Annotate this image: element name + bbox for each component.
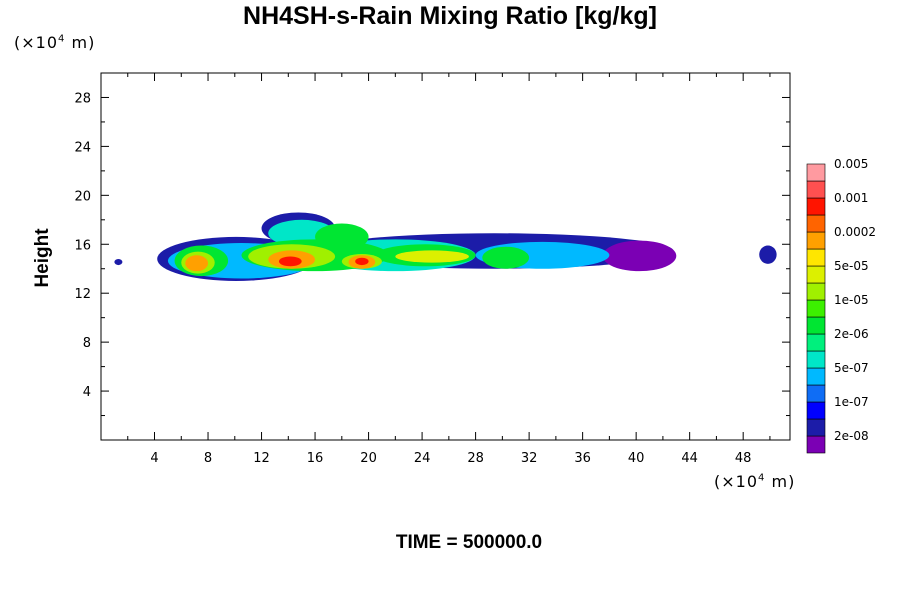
colorbar-label: 1e-07 <box>834 395 869 409</box>
colorbar-label: 2e-08 <box>834 429 869 443</box>
field-blob-0 <box>114 258 123 266</box>
x-tick-label: 16 <box>307 451 324 466</box>
colorbar-swatch <box>806 265 826 284</box>
colorbar-swatch <box>806 333 826 352</box>
y-tick-label: 24 <box>74 140 91 155</box>
colorbar-swatch <box>806 435 826 454</box>
x-unit-exponent: 4 <box>758 472 766 484</box>
y-tick-label: 8 <box>83 336 91 351</box>
colorbar-swatch <box>806 367 826 386</box>
field-blob-23 <box>355 257 369 266</box>
colorbar-swatch <box>806 163 826 182</box>
x-tick-label: 28 <box>467 451 484 466</box>
y-unit-prefix: ×10 <box>21 33 59 52</box>
colorbar-swatch <box>806 418 826 437</box>
y-tick-label: 4 <box>83 385 91 400</box>
x-tick-label: 4 <box>150 451 158 466</box>
x-tick-label: 40 <box>628 451 645 466</box>
x-unit-prefix: ×10 <box>721 472 759 491</box>
colorbar-swatch <box>806 248 826 267</box>
colorbar-label: 0.005 <box>834 157 868 171</box>
field-layer <box>114 212 777 281</box>
x-tick-label: 36 <box>574 451 591 466</box>
colorbar-swatch <box>806 401 826 420</box>
y-unit-suffix: m <box>65 33 89 52</box>
x-tick-label: 24 <box>414 451 431 466</box>
colorbar-label: 2e-06 <box>834 327 869 341</box>
colorbar-label: 5e-05 <box>834 259 869 273</box>
time-label: TIME = 500000.0 <box>395 532 543 553</box>
field-blob-12 <box>315 223 369 251</box>
colorbar-swatch <box>806 231 826 250</box>
y-axis-unit: (×104 m) <box>14 33 96 52</box>
colorbar-swatch <box>806 214 826 233</box>
y-unit-exponent: 4 <box>58 33 66 45</box>
colorbar-swatch <box>806 350 826 369</box>
plot-frame <box>100 72 791 441</box>
colorbar-swatch <box>806 180 826 199</box>
colorbar-swatch <box>806 316 826 335</box>
x-tick-label: 44 <box>681 451 698 466</box>
x-tick-label: 48 <box>735 451 752 466</box>
colorbar-swatch <box>806 299 826 318</box>
colorbar-label: 0.001 <box>834 191 868 205</box>
chart-title: NH4SH-s-Rain Mixing Ratio [kg/kg] <box>243 2 657 30</box>
field-blob-4 <box>602 240 677 272</box>
colorbar: 2e-08 1e-07 5e-07 2e-06 1e-05 5e-05 0.0002 0.00… <box>806 157 876 454</box>
colorbar-swatch <box>806 384 826 403</box>
y-tick-label: 20 <box>74 189 91 204</box>
colorbar-swatch <box>806 197 826 216</box>
x-tick-label: 20 <box>360 451 377 466</box>
y-tick-label: 12 <box>74 287 91 302</box>
colorbar-label: 1e-05 <box>834 293 869 307</box>
field-blob-5 <box>759 245 777 264</box>
colorbar-label: 5e-07 <box>834 361 869 375</box>
colorbar-swatch <box>806 282 826 301</box>
field-blob-19 <box>185 255 209 272</box>
x-unit-suffix: m <box>765 472 789 491</box>
field-blob-22 <box>278 256 302 267</box>
y-tick-label: 28 <box>74 91 91 106</box>
colorbar-label: 0.0002 <box>834 225 876 239</box>
field-blob-18 <box>395 250 469 263</box>
x-tick-label: 12 <box>253 451 270 466</box>
field-blob-14 <box>482 246 530 269</box>
y-tick-label: 16 <box>74 238 91 253</box>
x-axis-unit: (×104 m) <box>714 472 796 491</box>
x-tick-label: 32 <box>521 451 538 466</box>
x-tick-label: 8 <box>204 451 212 466</box>
